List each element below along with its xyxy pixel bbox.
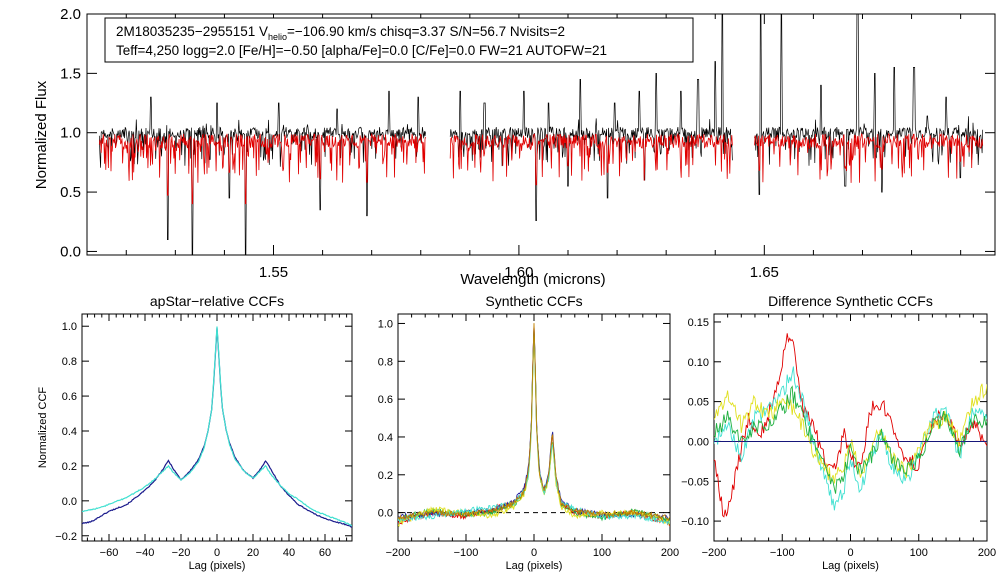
apstar-ccf-plot-area [82,326,352,528]
synthetic-ccf-ytick-label: 0.8 [378,356,393,368]
difference-ccf-xtick-label: −100 [770,547,795,559]
difference-ccf-xlabel: Lag (pixels) [822,560,879,572]
difference-ccf-xtick-label: 0 [847,547,853,559]
apstar-ccf-xtick-label: 0 [214,547,220,559]
spectrum-observed-line [754,14,984,195]
apstar-ccf-ytick-label: 0.8 [62,356,77,368]
synthetic-ccf-series-orange [398,323,670,522]
info-line-2: Teff=4,250 logg=2.0 [Fe/H]=−0.50 [alpha/… [116,43,607,58]
apstar-ccf-ytick-label: 0.4 [62,426,77,438]
difference-ccf-ytick-label: 0.15 [688,317,709,329]
difference-ccf-ytick-label: 0.10 [688,357,709,369]
synthetic-ccf-xtick-label: −100 [454,547,479,559]
difference-ccf-xtick-label: 100 [910,547,928,559]
spectrum-ytick-label: 0.0 [60,243,81,260]
apstar-ccf-ylabel: Normalized CCF [37,387,49,469]
spectrum-ytick-label: 0.5 [60,184,81,201]
apstar-ccf-title: apStar−relative CCFs [150,293,284,309]
apstar-ccf-xtick-label: −60 [100,547,119,559]
spectrum-frame: 1.55 1.60 1.65 0.0 0.5 1.0 1.5 2.0 [60,6,996,281]
difference-ccf-ytick-label: −0.10 [681,516,709,528]
apstar-ccf-ytick-label: 1.0 [62,321,77,333]
spectrum-xlabel: Wavelength (microns) [460,271,605,288]
spectrum-axes-box [86,13,996,256]
apstar-ccf-series-visit 2 [82,326,352,527]
spectrum-plot-area [98,14,984,255]
apstar-ccf-ytick-label: 0.0 [62,496,77,508]
spectrum-synthetic-line [754,132,984,183]
difference-ccf-xtick-label: −200 [702,547,727,559]
apstar-ccf-frame: −60 −40 −20 0 20 40 60 −0.2 0.0 0.2 0.4 0.6 0.8 1.0 [55,313,353,559]
spectrum-synthetic-line [98,132,427,205]
synthetic-ccf-ytick-label: 0.0 [378,508,393,520]
synthetic-ccf-ytick-label: 0.2 [378,470,393,482]
synthetic-ccf-frame: −200 −100 0 100 200 0.0 0.2 0.4 0.6 0.8 1.0 [378,313,679,559]
spectrum-info-box: 2M18035235−2955151 Vhelio=−106.90 km/s c… [104,17,694,63]
synthetic-ccf-ytick-label: 1.0 [378,318,393,330]
apstar-ccf-ytick-label: 0.2 [62,461,77,473]
synthetic-ccf-xlabel: Lag (pixels) [506,560,563,572]
spectrum-xtick-label: 1.65 [750,264,779,281]
synthetic-ccf-title: Synthetic CCFs [485,293,582,309]
difference-ccf-series-yellow [714,383,987,484]
apstar-ccf-ytick-label: −0.2 [55,531,77,543]
synthetic-ccf-ytick-label: 0.6 [378,394,393,406]
apstar-ccf-xtick-label: −40 [136,547,155,559]
apstar-ccf-ytick-label: 0.6 [62,391,77,403]
spectrum-synthetic-line [449,132,733,186]
spectrum-ytick-label: 2.0 [60,6,81,23]
difference-ccf-xtick-label: 200 [978,547,996,559]
difference-ccf-series-green [714,385,987,494]
spectrum-xtick-label: 1.55 [259,264,288,281]
apstar-ccf-xlabel: Lag (pixels) [189,560,246,572]
synthetic-ccf-xtick-label: 0 [531,547,537,559]
difference-ccf-ytick-label: 0.05 [688,397,709,409]
synthetic-ccf-xtick-label: −200 [386,547,411,559]
info-star-id: 2M18035235−2955151 V [116,24,268,39]
apstar-ccf-xtick-label: −20 [172,547,191,559]
info-box-frame [104,17,694,63]
spectrum-ytick-label: 1.0 [60,125,81,142]
apstar-ccf-xtick-label: 60 [319,547,331,559]
synthetic-ccf-xtick-label: 100 [593,547,611,559]
spectrum-ylabel: Normalized Flux [33,80,50,189]
spectrum-ytick-label: 1.5 [60,65,81,82]
spectrum-xtick-label: 1.60 [504,264,533,281]
difference-ccf-plot-area [714,333,987,518]
difference-ccf-ytick-label: 0.00 [688,436,709,448]
difference-ccf-frame: −200 −100 0 100 200 −0.10 −0.05 0.00 0.05 0.10 0.1… [681,313,996,559]
apstar-ccf-xtick-label: 40 [283,547,295,559]
difference-ccf-title: Difference Synthetic CCFs [768,293,933,309]
synthetic-ccf-plot-area [398,323,670,528]
info-line-1: 2M18035235−2955151 Vhelio=−106.90 km/s c… [116,24,565,42]
info-helio-subscript: helio [268,32,287,42]
apstar-ccf-xtick-label: 20 [247,547,259,559]
synthetic-ccf-xtick-label: 200 [661,547,679,559]
info-star-params: =−106.90 km/s chisq=3.37 S/N=56.7 Nvisit… [287,24,565,39]
synthetic-ccf-ytick-label: 0.4 [378,432,393,444]
difference-ccf-ytick-label: −0.05 [681,476,709,488]
